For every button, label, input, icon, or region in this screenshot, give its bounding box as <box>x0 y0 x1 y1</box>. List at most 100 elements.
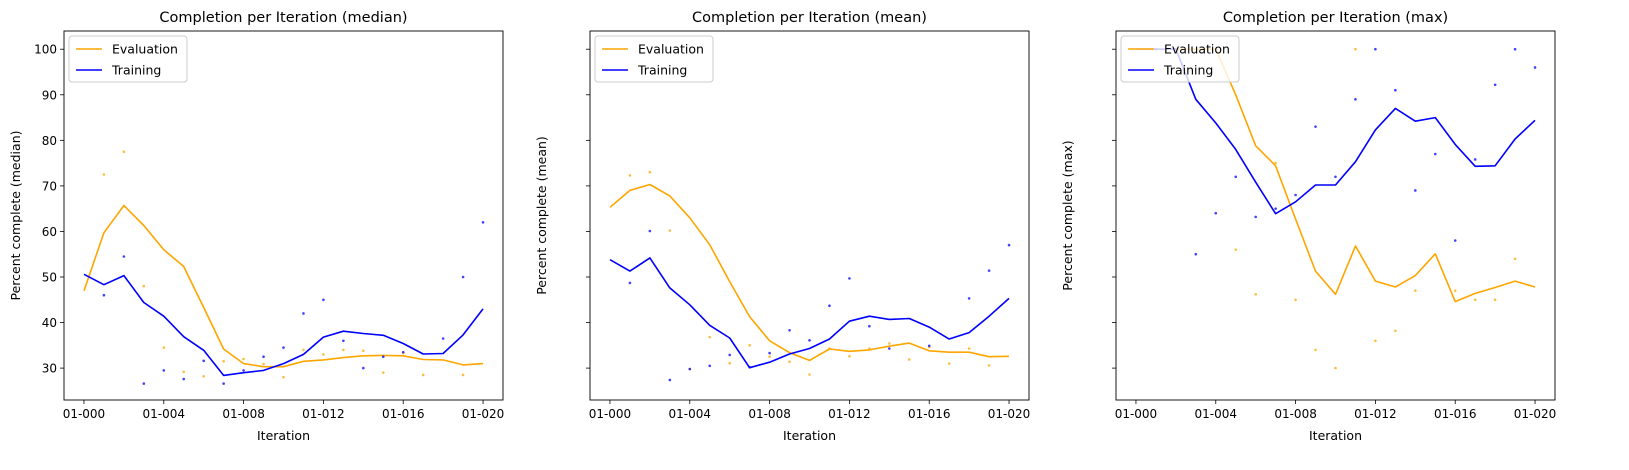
training-point <box>1274 207 1277 210</box>
x-tick-label: 01-016 <box>382 407 425 421</box>
evaluation-point <box>848 354 851 358</box>
x-tick-label: 01-016 <box>1434 407 1477 421</box>
x-axis-label: Iteration <box>1309 428 1362 443</box>
x-tick-label: 01-000 <box>63 407 106 421</box>
training-point <box>1294 193 1297 197</box>
evaluation-point <box>1394 329 1397 333</box>
evaluation-point <box>1274 161 1277 165</box>
plot-content <box>83 150 485 385</box>
evaluation-point <box>302 348 305 352</box>
evaluation-point <box>1294 298 1297 302</box>
chart-panel-1: Completion per Iteration (median) Iterati… <box>8 10 504 443</box>
training-point <box>102 293 106 297</box>
training-point <box>1214 211 1218 215</box>
training-point <box>868 324 871 328</box>
training-point <box>1334 175 1337 179</box>
training-point <box>1414 189 1417 192</box>
evaluation-point <box>142 284 146 288</box>
evaluation-point <box>808 373 811 376</box>
evaluation-point <box>1254 293 1257 296</box>
evaluation-point <box>182 370 186 374</box>
evaluation-point <box>342 348 345 352</box>
y-tick-label: 30 <box>42 362 57 376</box>
training-point <box>481 221 485 224</box>
series-evaluation <box>83 150 484 379</box>
training-point <box>362 366 365 370</box>
legend-label-evaluation: Evaluation <box>638 42 704 57</box>
x-tick-label: 01-012 <box>1354 407 1397 421</box>
training-point <box>768 351 771 355</box>
training-point <box>162 369 166 372</box>
x-tick-label: 01-020 <box>462 407 505 421</box>
legend-label-evaluation: Evaluation <box>112 42 178 57</box>
y-tick-label: 80 <box>42 134 57 148</box>
x-tick-label: 01-000 <box>1115 407 1158 421</box>
training-point <box>788 329 791 332</box>
evaluation-point <box>668 229 672 232</box>
x-tick-label: 01-020 <box>1514 407 1557 421</box>
x-tick-label: 01-012 <box>302 407 345 421</box>
y-tick-label: 60 <box>42 225 57 239</box>
training-point <box>202 359 205 363</box>
evaluation-point <box>362 349 365 353</box>
x-tick-label: 01-004 <box>669 407 712 421</box>
legend-label-training: Training <box>111 63 161 78</box>
evaluation-point <box>728 361 731 365</box>
training-point <box>182 377 186 381</box>
plot-area <box>590 31 1029 400</box>
training-point <box>828 304 831 308</box>
evaluation-point <box>1374 339 1377 343</box>
training-point <box>122 255 126 258</box>
evaluation-point <box>1453 289 1457 292</box>
training-line <box>83 273 484 377</box>
x-tick-label: 01-000 <box>589 407 632 421</box>
training-line <box>609 257 1010 369</box>
training-point <box>1194 252 1198 256</box>
evaluation-point <box>202 375 205 378</box>
training-point <box>888 347 891 350</box>
training-point <box>708 364 712 368</box>
legend-label-evaluation: Evaluation <box>1164 42 1230 57</box>
training-point <box>927 344 931 348</box>
evaluation-point <box>1414 289 1417 292</box>
evaluation-point <box>648 170 652 174</box>
evaluation-point <box>1513 257 1517 261</box>
plot-content <box>609 170 1011 382</box>
training-point <box>1453 239 1457 242</box>
training-point <box>668 378 672 382</box>
training-point <box>808 339 811 342</box>
evaluation-point <box>1473 298 1477 302</box>
evaluation-point <box>888 342 891 345</box>
chart-panel-2: Completion per Iteration (mean) Iteration… <box>534 10 1030 443</box>
x-tick-label: 01-004 <box>143 407 186 421</box>
x-tick-label: 01-020 <box>988 407 1031 421</box>
x-axis-label: Iteration <box>783 428 836 443</box>
training-point <box>222 382 225 385</box>
training-point <box>1314 125 1317 128</box>
x-tick-label: 01-008 <box>1274 407 1317 421</box>
y-axis-label: Percent complete (max) <box>1060 140 1075 290</box>
evaluation-point <box>461 373 465 377</box>
evaluation-point <box>1493 298 1497 302</box>
training-point <box>441 337 445 340</box>
legend-label-training: Training <box>1163 63 1213 78</box>
series-training <box>609 229 1011 382</box>
training-point <box>262 355 265 359</box>
training-point <box>461 275 465 279</box>
x-tick-label: 01-008 <box>222 407 265 421</box>
legend: Evaluation Training <box>594 35 714 83</box>
evaluation-point <box>421 373 425 377</box>
training-point <box>1533 66 1537 69</box>
training-point <box>342 339 345 343</box>
evaluation-point <box>768 355 771 359</box>
evaluation-point <box>1314 348 1317 352</box>
evaluation-point <box>1354 47 1357 51</box>
series-training <box>83 221 485 385</box>
training-point <box>302 312 305 315</box>
plot-frame <box>589 30 1030 401</box>
y-axis-label: Percent complete (mean) <box>534 136 549 295</box>
evaluation-point <box>222 359 225 363</box>
chart-title: Completion per Iteration (max) <box>1223 10 1448 26</box>
training-point <box>728 353 731 357</box>
training-point <box>1007 243 1011 247</box>
